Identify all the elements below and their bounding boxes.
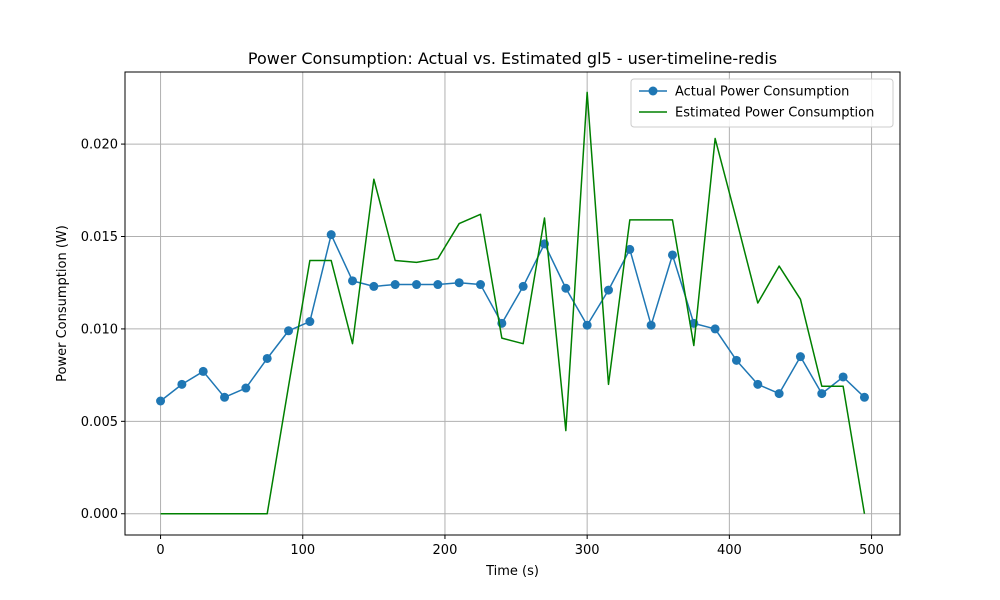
data-point [710,324,720,334]
data-point [518,281,528,291]
x-tick-label: 500 [859,543,884,558]
series-line-2 [160,91,866,515]
x-tick-label: 300 [575,543,600,558]
x-tick-label: 200 [433,543,458,558]
data-point [454,278,464,288]
series-layer [156,91,869,515]
data-point [817,389,827,399]
data-point [305,317,315,327]
data-point [625,244,635,254]
data-point [198,366,208,376]
legend-box [630,78,894,128]
data-point [284,326,294,336]
data-point [241,383,251,393]
data-point [731,355,741,365]
data-point [326,230,336,240]
y-tick-label: 0.010 [81,322,118,337]
data-point [390,280,400,290]
data-point [582,320,592,330]
data-point [262,353,272,363]
data-point [220,392,230,402]
x-tick-label: 400 [717,543,742,558]
data-point [795,352,805,362]
data-point [156,396,166,406]
legend-marker [648,86,658,96]
legend-label: Estimated Power Consumption [675,106,874,121]
axis-ticks: 0 100 200 300 400 500 0.000 0.005 0.010 0.015 0.02… [81,138,884,558]
y-axis-label: Power Consumption (W) [55,225,70,382]
legend-label: Actual Power Consumption [675,85,849,100]
data-point [412,280,422,290]
series-line-1 [160,233,865,402]
data-point [476,280,486,290]
data-point [838,372,848,382]
data-point [561,283,571,293]
data-point [859,392,869,402]
data-point [177,379,187,389]
legend: Actual Power Consumption Estimated Power … [630,78,894,128]
data-point [646,320,656,330]
x-tick-label: 0 [156,543,164,558]
y-tick-label: 0.020 [81,138,118,153]
data-point [369,281,379,291]
y-tick-label: 0.000 [81,507,118,522]
y-tick-label: 0.005 [81,415,118,430]
x-tick-label: 100 [290,543,315,558]
data-point [753,379,763,389]
data-point [774,389,784,399]
data-point [603,285,613,295]
plot-area [124,71,901,536]
data-point [667,250,677,260]
data-point [348,276,358,286]
x-axis-label: Time (s) [485,564,539,579]
y-tick-label: 0.015 [81,230,118,245]
data-point [433,280,443,290]
chart-title: Power Consumption: Actual vs. Estimated … [248,49,777,68]
